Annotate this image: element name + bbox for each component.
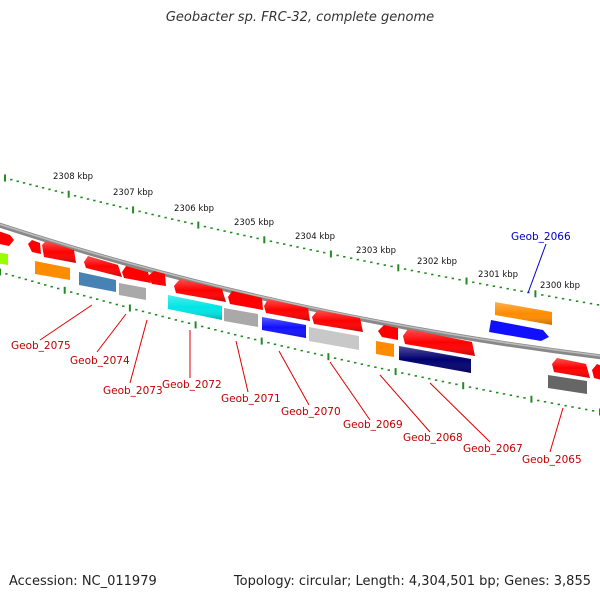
accession-text: Accession: NC_011979 [9, 574, 157, 589]
feature-box[interactable] [548, 375, 587, 394]
gene-labels: Geob_2075 Geob_2074 Geob_2073 Geob_2072 … [11, 231, 582, 466]
outer-scale-track [4, 174, 600, 306]
genome-summary-text: Topology: circular; Length: 4,304,501 bp… [233, 574, 591, 589]
gene-label-2072[interactable]: Geob_2072 [162, 379, 222, 391]
feature-arrow[interactable] [228, 291, 263, 310]
feature-box[interactable] [79, 272, 116, 292]
feature-arrow[interactable] [0, 230, 14, 246]
scale-label-2303: 2303 kbp [356, 246, 396, 256]
scale-label-2301: 2301 kbp [478, 270, 518, 280]
gene-label-2073[interactable]: Geob_2073 [103, 385, 163, 397]
gene-label-2074[interactable]: Geob_2074 [70, 355, 130, 367]
inner-scale-track [0, 268, 600, 416]
scale-label-2307: 2307 kbp [113, 188, 153, 198]
scale-label-2302: 2302 kbp [417, 257, 457, 267]
gene-label-2068[interactable]: Geob_2068 [403, 432, 463, 444]
scale-labels: 2308 kbp 2307 kbp 2306 kbp 2305 kbp 2304… [53, 172, 580, 291]
feature-arrow[interactable] [122, 266, 151, 283]
gene-label-2067[interactable]: Geob_2067 [463, 443, 523, 455]
scale-label-2300: 2300 kbp [540, 281, 580, 291]
gene-features [0, 230, 600, 394]
gene-label-2069[interactable]: Geob_2069 [343, 419, 403, 431]
map-title: Geobacter sp. FRC-32, complete genome [165, 10, 435, 25]
genome-backbone [0, 222, 600, 360]
genome-backbone-highlight [0, 223, 600, 357]
feature-arrow[interactable] [489, 320, 549, 341]
label-leaders [39, 243, 564, 453]
feature-arrow[interactable] [378, 325, 398, 340]
gene-label-2066[interactable]: Geob_2066 [511, 231, 571, 243]
gene-label-2070[interactable]: Geob_2070 [281, 406, 341, 418]
feature-arrow[interactable] [148, 271, 166, 286]
feature-box[interactable] [376, 341, 394, 357]
gene-label-2071[interactable]: Geob_2071 [221, 393, 281, 405]
scale-label-2305: 2305 kbp [234, 218, 274, 228]
feature-arrow[interactable] [592, 364, 600, 380]
scale-label-2304: 2304 kbp [295, 232, 335, 242]
gene-label-2075[interactable]: Geob_2075 [11, 340, 71, 352]
scale-label-2306: 2306 kbp [174, 204, 214, 214]
gene-label-2065[interactable]: Geob_2065 [522, 454, 582, 466]
feature-box[interactable] [0, 252, 8, 265]
scale-label-2308: 2308 kbp [53, 172, 93, 182]
feature-box[interactable] [224, 308, 258, 327]
feature-box[interactable] [309, 327, 359, 350]
feature-box[interactable] [119, 283, 146, 300]
feature-arrow[interactable] [28, 240, 41, 254]
feature-box[interactable] [35, 261, 70, 280]
